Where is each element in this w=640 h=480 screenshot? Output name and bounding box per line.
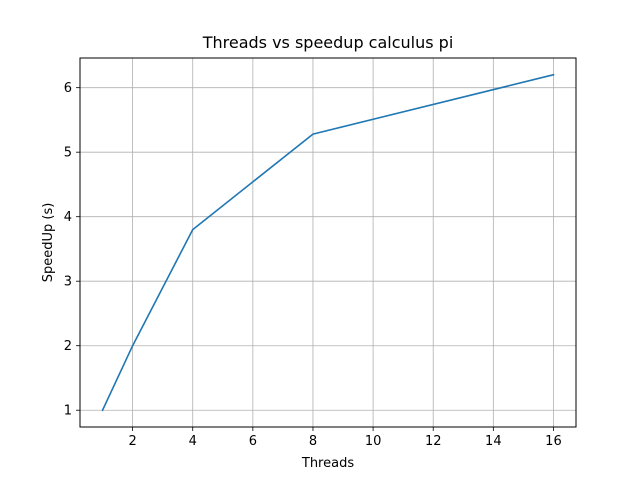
- x-tick-label: 12: [425, 434, 442, 449]
- x-tick-label: 14: [485, 434, 502, 449]
- x-tick-label: 4: [189, 434, 197, 449]
- y-axis-label: SpeedUp (s): [41, 203, 56, 283]
- x-tick-label: 10: [365, 434, 382, 449]
- y-tick-label: 2: [64, 339, 72, 354]
- x-tick-label: 16: [545, 434, 562, 449]
- y-tick-label: 6: [64, 81, 72, 96]
- x-tick-label: 6: [249, 434, 257, 449]
- y-tick-label: 3: [64, 275, 72, 290]
- x-tick-label: 2: [128, 434, 136, 449]
- grid-layer: [80, 58, 576, 427]
- chart-title: Threads vs speedup calculus pi: [202, 33, 454, 52]
- series-layer: [101, 73, 555, 412]
- y-tick-label: 1: [64, 404, 72, 419]
- axes-frame: [79, 57, 577, 428]
- x-axis-label: Threads: [301, 456, 354, 471]
- x-tick-label: 8: [309, 434, 317, 449]
- series-line: [101, 73, 555, 412]
- y-tick-label: 4: [64, 210, 72, 225]
- y-tick-label: 5: [64, 146, 72, 161]
